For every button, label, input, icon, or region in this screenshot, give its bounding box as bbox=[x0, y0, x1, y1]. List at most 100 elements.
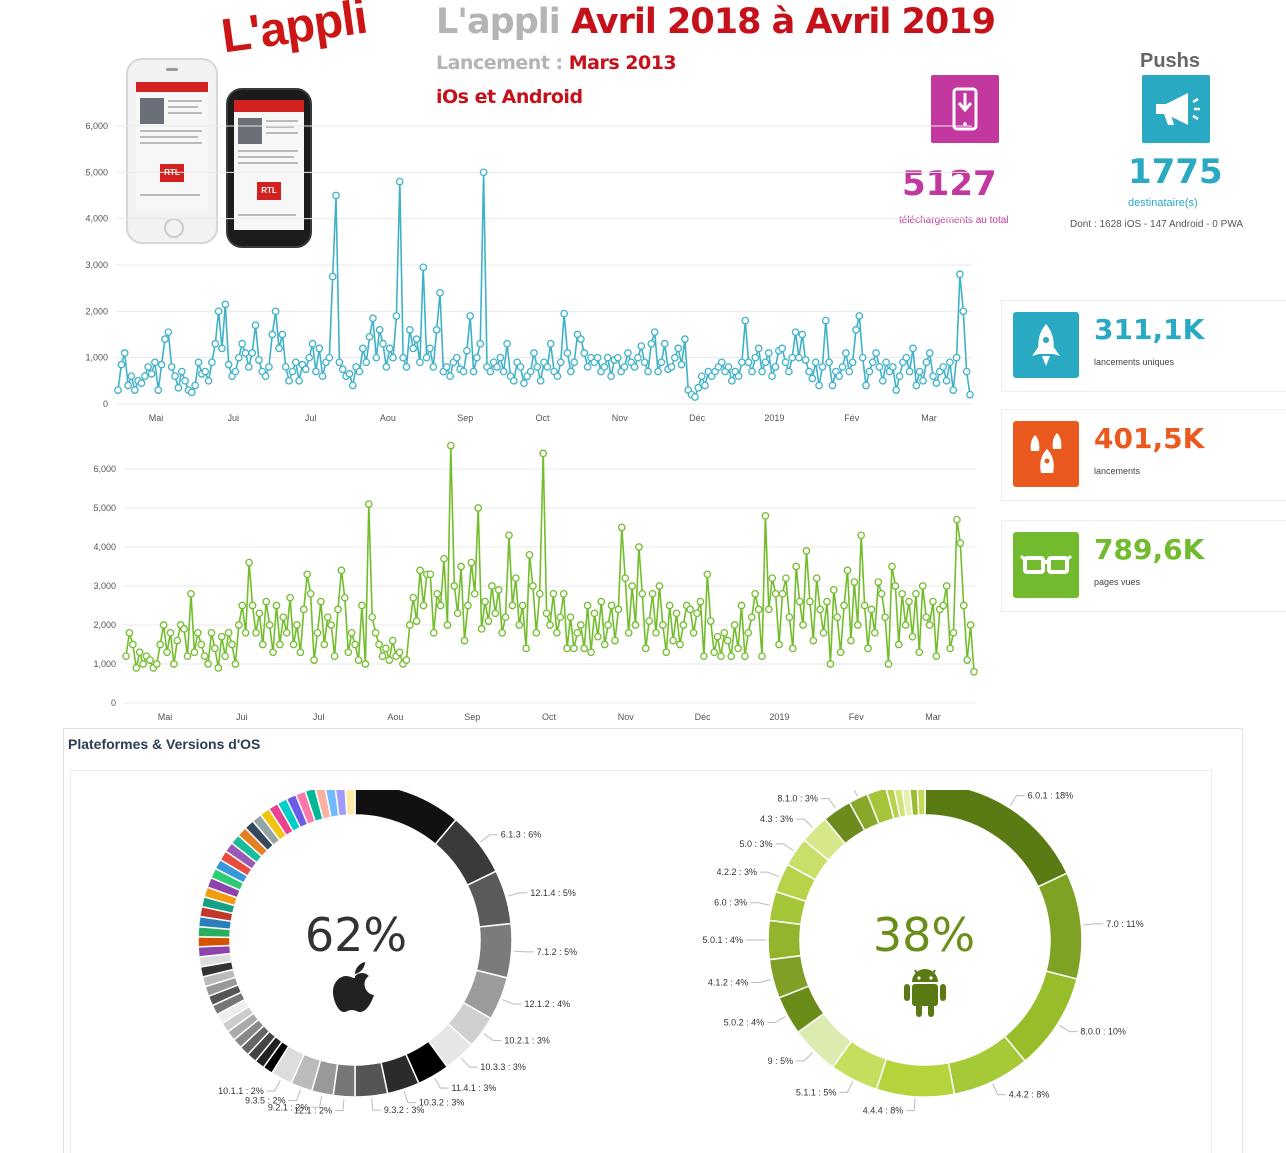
data-point bbox=[430, 364, 436, 370]
data-point bbox=[646, 618, 652, 624]
data-point bbox=[826, 359, 832, 365]
slice-leader-line bbox=[404, 1091, 416, 1102]
data-point bbox=[338, 567, 344, 573]
data-point bbox=[215, 308, 221, 314]
data-point bbox=[118, 361, 124, 367]
data-point bbox=[289, 368, 295, 374]
data-point bbox=[704, 571, 710, 577]
data-point bbox=[314, 630, 320, 636]
data-point bbox=[558, 359, 564, 365]
slice-leader-line bbox=[502, 1000, 521, 1004]
data-point bbox=[501, 368, 507, 374]
x-tick-label: Mar bbox=[925, 712, 941, 722]
data-point bbox=[957, 271, 963, 277]
data-point bbox=[444, 622, 450, 628]
data-point bbox=[316, 345, 322, 351]
rockets-icon bbox=[1013, 421, 1079, 487]
data-point bbox=[714, 634, 720, 640]
data-point bbox=[810, 637, 816, 643]
data-point bbox=[581, 645, 587, 651]
data-point bbox=[128, 373, 134, 379]
data-point bbox=[534, 364, 540, 370]
slice-leader-line bbox=[844, 790, 857, 796]
data-point bbox=[189, 389, 195, 395]
data-point bbox=[212, 341, 218, 347]
data-point bbox=[136, 649, 142, 655]
data-point bbox=[813, 359, 819, 365]
data-point bbox=[142, 373, 148, 379]
slice-leader-line bbox=[796, 1052, 812, 1060]
data-point bbox=[621, 364, 627, 370]
title-app: L'appli bbox=[436, 2, 560, 42]
slice-label: 9.3.2 : 3% bbox=[384, 1105, 425, 1115]
data-point bbox=[827, 661, 833, 667]
data-point bbox=[138, 380, 144, 386]
data-point bbox=[702, 382, 708, 388]
data-point bbox=[584, 602, 590, 608]
data-point bbox=[926, 622, 932, 628]
data-point bbox=[814, 575, 820, 581]
data-point bbox=[523, 645, 529, 651]
data-point bbox=[817, 606, 823, 612]
data-point bbox=[792, 329, 798, 335]
data-point bbox=[708, 618, 714, 624]
data-point bbox=[839, 364, 845, 370]
data-point bbox=[198, 641, 204, 647]
data-point bbox=[287, 595, 293, 601]
data-point bbox=[478, 626, 484, 632]
data-point bbox=[677, 641, 683, 647]
x-tick-label: 2019 bbox=[764, 413, 784, 423]
donut-minor-slice bbox=[345, 790, 355, 815]
data-point bbox=[557, 614, 563, 620]
slice-label: 4.4.2 : 8% bbox=[1009, 1090, 1050, 1100]
donut-slice bbox=[355, 1062, 388, 1097]
data-point bbox=[769, 575, 775, 581]
data-point bbox=[164, 649, 170, 655]
x-tick-label: Oct bbox=[535, 413, 550, 423]
data-point bbox=[321, 641, 327, 647]
data-point bbox=[899, 591, 905, 597]
data-point bbox=[653, 630, 659, 636]
data-point bbox=[803, 548, 809, 554]
data-point bbox=[848, 637, 854, 643]
data-point bbox=[799, 331, 805, 337]
data-point bbox=[242, 630, 248, 636]
data-point bbox=[167, 630, 173, 636]
data-point bbox=[858, 532, 864, 538]
data-point bbox=[608, 373, 614, 379]
data-point bbox=[731, 622, 737, 628]
data-point bbox=[262, 373, 268, 379]
data-point bbox=[413, 618, 419, 624]
y-tick-label: 0 bbox=[111, 698, 116, 708]
data-point bbox=[147, 657, 153, 663]
data-point bbox=[615, 354, 621, 360]
data-point bbox=[829, 382, 835, 388]
data-point bbox=[122, 350, 128, 356]
data-point bbox=[711, 649, 717, 655]
donut-slice bbox=[355, 790, 456, 844]
data-point bbox=[434, 591, 440, 597]
slice-label: 11.4.1 : 3% bbox=[452, 1083, 497, 1093]
x-tick-label: Jui bbox=[228, 413, 240, 423]
data-point bbox=[880, 378, 886, 384]
data-point bbox=[856, 313, 862, 319]
pushs-title: Pushs bbox=[1140, 50, 1200, 73]
data-point bbox=[834, 614, 840, 620]
data-point bbox=[678, 361, 684, 367]
data-point bbox=[256, 357, 262, 363]
data-point bbox=[350, 382, 356, 388]
data-point bbox=[645, 368, 651, 374]
slice-leader-line bbox=[821, 799, 836, 809]
title-period: Avril 2018 à Avril 2019 bbox=[571, 2, 995, 42]
data-point bbox=[397, 178, 403, 184]
data-point bbox=[125, 382, 131, 388]
data-point bbox=[379, 653, 385, 659]
data-point bbox=[386, 657, 392, 663]
slice-leader-line bbox=[796, 819, 812, 827]
data-point bbox=[816, 382, 822, 388]
data-point bbox=[467, 313, 473, 319]
slice-leader-line bbox=[993, 1084, 1006, 1095]
data-point bbox=[205, 378, 211, 384]
page-title: L'appli Avril 2018 à Avril 2019 bbox=[436, 2, 995, 42]
x-tick-label: Mai bbox=[149, 413, 164, 423]
